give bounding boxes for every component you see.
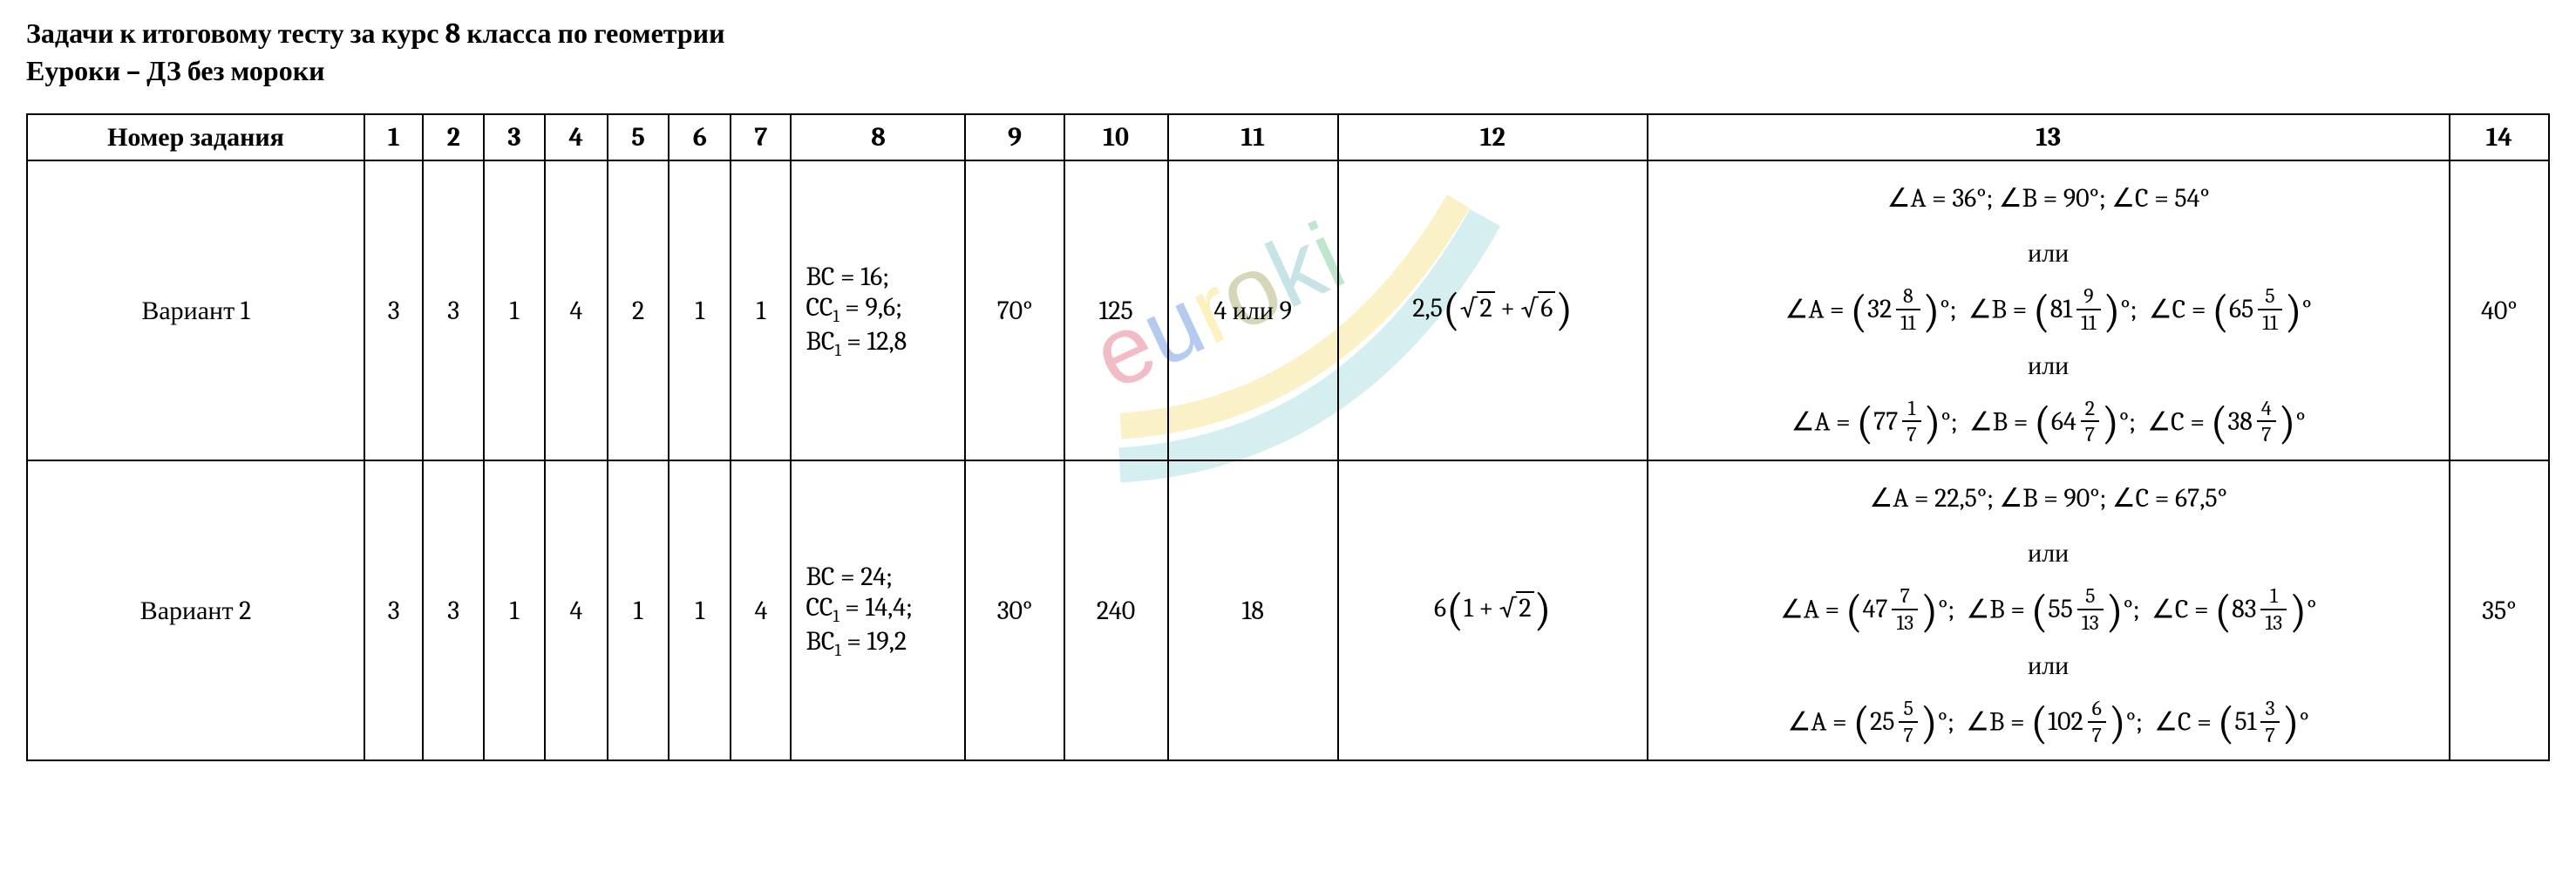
cell-8: BC = 24; CC1 = 14,4; BC1 = 19,2 [791, 460, 965, 760]
th-12: 12 [1338, 114, 1648, 160]
cell: 3 [423, 460, 484, 760]
or-text: или [1659, 641, 2438, 691]
c8-l2: CC1 = 14,4; [805, 592, 950, 626]
cell: 2 [608, 160, 669, 460]
th-4: 4 [545, 114, 608, 160]
cell-13: ∠A = 36°; ∠B = 90°; ∠C = 54° или ∠A = (3… [1648, 160, 2450, 460]
page-title: Задачи к итоговому тесту за курс 8 класс… [26, 17, 2550, 50]
cell: 40° [2450, 160, 2549, 460]
cell: 4 или 9 [1168, 160, 1338, 460]
th-5: 5 [608, 114, 669, 160]
cell: 1 [731, 160, 791, 460]
c8-l2: CC1 = 9,6; [805, 292, 950, 326]
c13-line1: ∠A = 36°; ∠B = 90°; ∠C = 54° [1659, 174, 2438, 223]
cell: 18 [1168, 460, 1338, 760]
cell-12: 2,5(2 + 6) [1338, 160, 1648, 460]
or-text: или [1659, 341, 2438, 391]
cell-13: ∠A = 22,5°; ∠B = 90°; ∠C = 67,5° или ∠A … [1648, 460, 2450, 760]
th-11: 11 [1168, 114, 1338, 160]
table-header-row: Номер задания 1 2 3 4 5 6 7 8 9 10 11 12… [27, 114, 2549, 160]
c13-line2: ∠A = (32811)°; ∠B = (81911)°; ∠C = (6551… [1659, 283, 2438, 336]
cell: 125 [1064, 160, 1168, 460]
cell-8: BC = 16; CC1 = 9,6; BC1 = 12,8 [791, 160, 965, 460]
c8-l1: BC = 24; [805, 562, 950, 592]
cell: 3 [423, 160, 484, 460]
c13-line1: ∠A = 22,5°; ∠B = 90°; ∠C = 67,5° [1659, 473, 2438, 523]
cell: 1 [669, 460, 731, 760]
cell: 4 [731, 460, 791, 760]
cell: 1 [608, 460, 669, 760]
answers-table: Номер задания 1 2 3 4 5 6 7 8 9 10 11 12… [26, 113, 2550, 761]
th-3: 3 [484, 114, 545, 160]
cell: 4 [545, 160, 608, 460]
th-7: 7 [731, 114, 791, 160]
c8-l3: BC1 = 12,8 [805, 326, 950, 360]
cell: 3 [364, 460, 423, 760]
cell: 3 [364, 160, 423, 460]
table-row: Вариант 1 3 3 1 4 2 1 1 BC = 16; CC1 = 9… [27, 160, 2549, 460]
c8-l1: BC = 16; [805, 262, 950, 292]
th-8: 8 [791, 114, 965, 160]
th-1: 1 [364, 114, 423, 160]
cell: 70° [965, 160, 1064, 460]
row-label: Вариант 2 [27, 460, 364, 760]
th-9: 9 [965, 114, 1064, 160]
or-text: или [1659, 228, 2438, 278]
cell: 1 [484, 460, 545, 760]
c13-line3: ∠A = (2557)°; ∠B = (10267)°; ∠C = (5137)… [1659, 696, 2438, 748]
table-row: Вариант 2 3 3 1 4 1 1 4 BC = 24; CC1 = 1… [27, 460, 2549, 760]
th-14: 14 [2450, 114, 2549, 160]
cell: 1 [669, 160, 731, 460]
th-10: 10 [1064, 114, 1168, 160]
th-label: Номер задания [27, 114, 364, 160]
cell: 4 [545, 460, 608, 760]
th-2: 2 [423, 114, 484, 160]
cell: 30° [965, 460, 1064, 760]
cell: 240 [1064, 460, 1168, 760]
c8-l3: BC1 = 19,2 [805, 626, 950, 660]
c13-line2: ∠A = (47713)°; ∠B = (55513)°; ∠C = (8311… [1659, 583, 2438, 636]
or-text: или [1659, 528, 2438, 578]
cell-12: 6(1 + 2) [1338, 460, 1648, 760]
cell: 35° [2450, 460, 2549, 760]
th-6: 6 [669, 114, 731, 160]
c13-line3: ∠A = (7717)°; ∠B = (6427)°; ∠C = (3847)° [1659, 396, 2438, 448]
cell: 1 [484, 160, 545, 460]
th-13: 13 [1648, 114, 2450, 160]
row-label: Вариант 1 [27, 160, 364, 460]
page-subtitle: Еуроки – ДЗ без мороки [26, 55, 2550, 87]
